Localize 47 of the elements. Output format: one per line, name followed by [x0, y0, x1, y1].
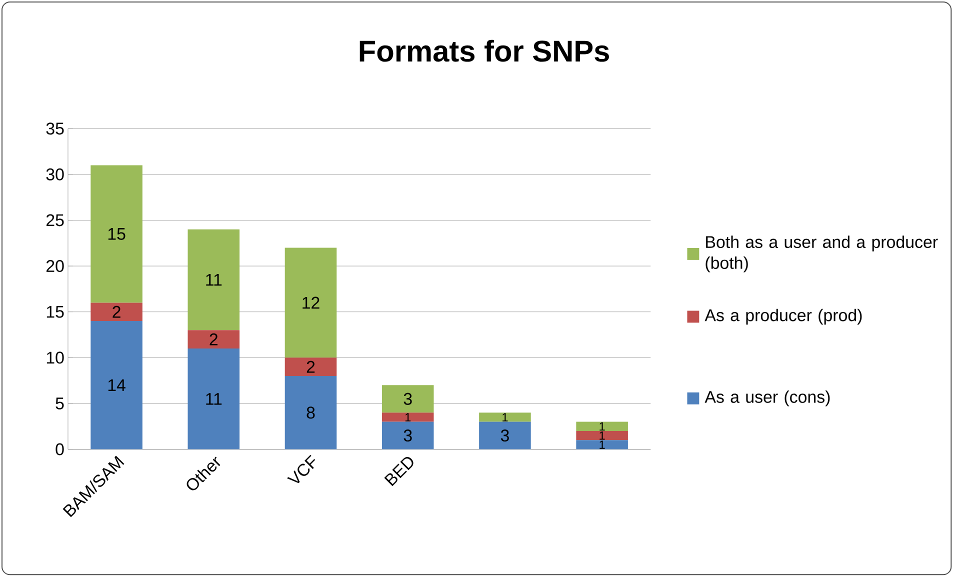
- chart-title: Formats for SNPs: [360, 40, 609, 62]
- data-label: 2: [112, 306, 120, 318]
- data-label: 2: [306, 361, 315, 373]
- bar: [188, 230, 240, 330]
- data-label: 14: [108, 379, 126, 392]
- bar: [576, 440, 628, 450]
- bar: [382, 385, 434, 413]
- legend-label: As a user (cons): [704, 390, 830, 406]
- data-label: 1: [600, 440, 605, 449]
- data-label: 1: [502, 413, 508, 422]
- bar: [90, 302, 142, 322]
- y-tick-label: 10: [46, 352, 64, 364]
- data-label: 2: [210, 334, 218, 346]
- y-tick-label: 0: [56, 443, 64, 456]
- bar: [382, 422, 434, 450]
- data-label: 1: [600, 432, 605, 440]
- x-tick-label: VCF: [286, 455, 316, 484]
- bar: [382, 412, 434, 422]
- legend-label: As a producer (prod): [704, 309, 862, 325]
- y-tick-label: 20: [46, 260, 64, 272]
- bar: [90, 165, 142, 303]
- bar: [284, 358, 337, 376]
- data-label: 15: [108, 228, 126, 240]
- bar: [479, 422, 531, 450]
- y-tick-label: 35: [46, 122, 64, 135]
- y-tick-label: 25: [46, 214, 64, 226]
- data-label: 1: [600, 422, 605, 431]
- bar: [284, 248, 337, 358]
- data-label: 3: [404, 430, 412, 442]
- data-label: 8: [306, 406, 315, 419]
- data-label: 12: [302, 296, 320, 309]
- data-label: 11: [206, 274, 222, 286]
- legend-label: Both as a user and a producer (both): [706, 236, 938, 272]
- y-tick-label: 15: [46, 306, 64, 318]
- bar: [90, 321, 142, 450]
- y-tick-label: 30: [46, 168, 64, 181]
- data-label: 3: [500, 430, 509, 442]
- bar: [479, 412, 531, 422]
- data-label: 1: [405, 413, 411, 422]
- bar: [576, 422, 628, 432]
- bar: [188, 330, 240, 349]
- data-label: 11: [206, 393, 222, 405]
- y-tick-label: 5: [56, 398, 64, 410]
- data-label: 3: [404, 393, 412, 406]
- bar: [284, 376, 337, 450]
- bar: [576, 431, 628, 440]
- bar: [188, 348, 240, 450]
